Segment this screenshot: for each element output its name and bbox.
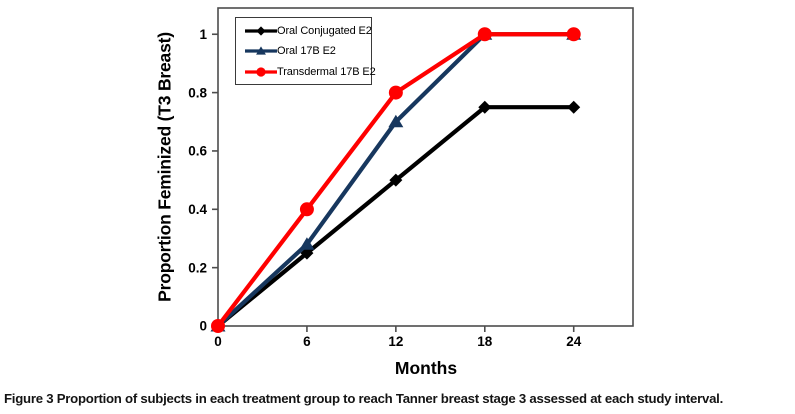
legend-item: Oral 17B E2 (245, 43, 371, 59)
series-transdermal-17b-e2 (211, 27, 581, 333)
marker-diamond (567, 100, 581, 114)
y-tick-label: 0 (199, 319, 207, 334)
legend-label: Transdermal 17B E2 (277, 65, 376, 78)
x-tick-label: 0 (214, 334, 222, 349)
marker-circle (211, 319, 225, 333)
plot-svg: 0 0.2 0.4 0.6 0.8 1 0 6 12 18 24 (188, 7, 634, 349)
marker-triangle (299, 237, 315, 250)
marker-circle (388, 85, 403, 100)
legend-label: Oral Conjugated E2 (277, 24, 372, 37)
y-tick-label: 0.8 (188, 85, 207, 100)
plot-border (217, 7, 634, 327)
y-tick-label: 1 (199, 27, 207, 42)
x-tick-label: 24 (566, 334, 582, 349)
series-oral-conjugated-e2 (211, 100, 581, 333)
x-tick-label: 12 (388, 334, 403, 349)
caption-text: Proportion of subjects in each treatment… (56, 391, 724, 406)
marker-diamond (478, 100, 492, 114)
marker-triangle (256, 46, 266, 55)
y-tick-label: 0.4 (188, 202, 207, 217)
legend-swatch-diamond-icon (245, 25, 277, 36)
series-line (215, 105, 576, 329)
caption-label: Figure 3 (4, 391, 54, 406)
y-axis-title: Proportion Feminized (T3 Breast) (154, 32, 175, 302)
legend-item: Transdermal 17B E2 (245, 64, 376, 80)
marker-circle (256, 66, 266, 77)
y-tick-label: 0.6 (188, 144, 207, 159)
marker-circle (477, 27, 492, 42)
marker-diamond (256, 25, 266, 36)
x-axis-title: Months (394, 358, 458, 378)
legend-swatch-triangle-icon (245, 46, 277, 55)
marker-circle (299, 202, 314, 217)
y-tick-label: 0.2 (188, 260, 207, 275)
x-tick-label: 6 (303, 334, 311, 349)
legend-item: Oral Conjugated E2 (245, 23, 372, 39)
figure-caption: Figure 3 Proportion of subjects in each … (4, 391, 793, 406)
marker-triangle (388, 114, 404, 128)
legend-swatch-circle-icon (245, 66, 277, 77)
legend: Oral Conjugated E2 Oral 17B E2 Transdermal… (235, 17, 376, 85)
legend-label: Oral 17B E2 (277, 45, 336, 57)
x-tick-label: 18 (477, 334, 493, 349)
marker-circle (566, 27, 581, 42)
marker-diamond (389, 173, 403, 187)
